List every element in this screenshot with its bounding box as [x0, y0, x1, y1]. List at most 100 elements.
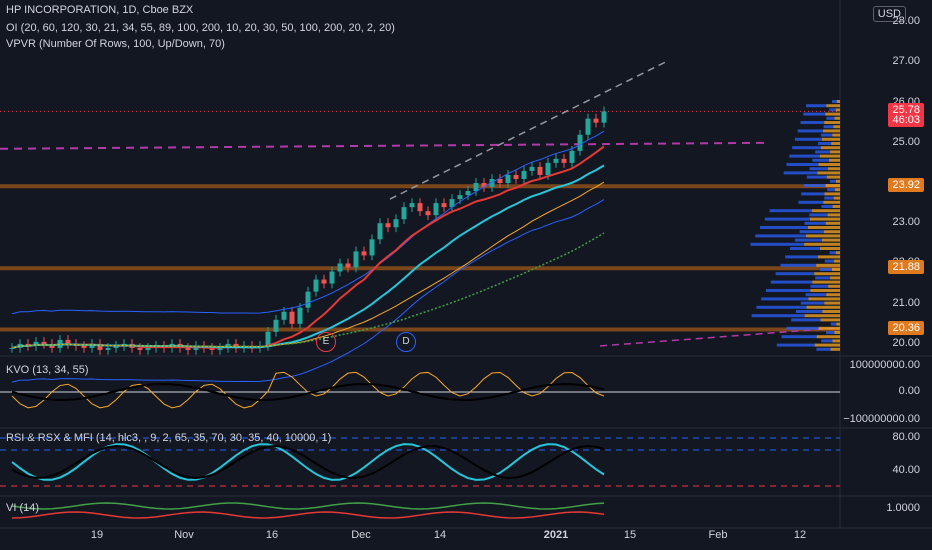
vi-plus-line: [11, 502, 605, 510]
vpvr-bar-down: [823, 230, 840, 234]
price-tag: 20.36: [888, 321, 924, 336]
vpvr-bar-down: [808, 226, 840, 229]
price-tick: 20.00: [892, 336, 920, 349]
kvo-line: [11, 371, 605, 409]
candle-body: [457, 195, 463, 200]
vpvr-bar-down: [820, 247, 840, 250]
vpvr-bar-down: [825, 184, 840, 187]
time-tick: 19: [90, 529, 104, 541]
kvo-tick: 0.00: [898, 385, 920, 397]
vpvr-bar-up: [766, 289, 811, 292]
currency-button[interactable]: USD: [872, 6, 906, 22]
vpvr-bar-down: [830, 150, 840, 154]
vpvr-bar-down: [814, 343, 840, 347]
vpvr-bar-down: [832, 205, 840, 208]
vpvr-bar-up: [796, 310, 823, 313]
kvo-pane-label[interactable]: KVO (13, 34, 55): [6, 364, 89, 376]
vpvr-bar-down: [818, 326, 840, 330]
time-tick: 16: [265, 529, 279, 541]
price-tick: 25.00: [892, 135, 920, 148]
time-tick: 14: [433, 529, 447, 541]
candle-body: [569, 150, 575, 163]
vpvr-bar-down: [836, 100, 840, 103]
vpvr-bar-up: [821, 339, 833, 343]
vpvr-bar-up: [824, 196, 834, 200]
vpvr-bar-down: [821, 238, 840, 242]
vpvr-bar-up: [812, 158, 829, 162]
bollinger-lower: [11, 199, 605, 383]
candle-body: [33, 341, 39, 346]
vpvr-bar-up: [770, 280, 813, 284]
vpvr-bar-down: [835, 251, 840, 255]
earnings-event-icon[interactable]: E: [316, 332, 336, 352]
vpvr-bar-up: [755, 234, 807, 238]
vpvr-bar-down: [822, 310, 840, 313]
vpvr-bar-down: [820, 146, 840, 150]
vpvr-bar-up: [829, 251, 836, 255]
vpvr-bar-up: [780, 263, 817, 267]
time-tick: Dec: [351, 529, 371, 541]
vpvr-bar-down: [830, 276, 840, 280]
vpvr-bar-up: [786, 326, 819, 330]
time-tick: 12: [793, 529, 807, 541]
candle-body: [361, 251, 367, 256]
vpvr-bar-down: [824, 121, 840, 124]
vpvr-bar-down: [824, 192, 840, 196]
candle-body: [337, 263, 343, 272]
candle-body: [385, 223, 391, 228]
candle-body: [601, 111, 607, 123]
kvo-signal: [11, 382, 605, 401]
vpvr-bar-down: [808, 297, 840, 301]
vpvr-bar-down: [826, 175, 840, 179]
vpvr-bar-down: [820, 318, 840, 322]
candle-body: [513, 174, 519, 179]
vpvr-bar-up: [750, 242, 805, 246]
vpvr-bar-up: [809, 213, 828, 217]
vpvr-bar-down: [835, 179, 840, 183]
vi-pane-label[interactable]: VI (14): [6, 502, 40, 514]
vpvr-bar-up: [792, 146, 821, 150]
vpvr-bar-down: [833, 259, 840, 263]
price-tick: 28.00: [892, 15, 920, 28]
candle-body: [273, 319, 279, 332]
vpvr-bar-down: [825, 112, 840, 116]
dividend-event-icon[interactable]: D: [396, 332, 416, 352]
candle-body: [489, 178, 495, 188]
candle-body: [449, 199, 455, 208]
vpvr-bar-up: [797, 129, 824, 133]
candle-body: [537, 166, 543, 175]
candle-body: [505, 174, 511, 183]
vpvr-bar-up: [806, 104, 827, 108]
vpvr-bar-up: [794, 238, 822, 242]
vpvr-bar-up: [800, 301, 825, 305]
vpvr-bar-down: [811, 209, 840, 213]
vpvr-bar-down: [834, 331, 840, 334]
price-tag: 21.88: [888, 260, 924, 275]
candle-body: [289, 311, 295, 324]
vpvr-bar-down: [836, 322, 840, 326]
rsi-tick: 40.00: [892, 464, 920, 476]
vpvr-bar-down: [832, 339, 840, 343]
vpvr-bar-up: [801, 192, 825, 196]
time-tick: Nov: [174, 529, 194, 541]
vpvr-bar-down: [823, 200, 840, 204]
candle-body: [313, 279, 319, 292]
vpvr-bar-down: [814, 272, 840, 276]
candle-body: [369, 239, 375, 256]
candle-body: [377, 223, 383, 240]
candle-body: [441, 203, 447, 208]
vpvr-bar-down: [826, 293, 840, 297]
indicator-oi-legend[interactable]: OI (20, 60, 120, 30, 21, 34, 55, 89, 100…: [6, 22, 395, 34]
vpvr-bar-down: [831, 142, 840, 145]
candle-body: [433, 203, 439, 216]
rsi-pane-label[interactable]: RSI & RSX & MFI (14, hlc3, , 9, 2, 65, 3…: [6, 432, 332, 444]
indicator-vpvr-legend[interactable]: VPVR (Number Of Rows, 100, Up/Down, 70): [6, 38, 225, 50]
candle-body: [585, 118, 591, 135]
vpvr-bar-up: [826, 331, 835, 334]
vpvr-bar-up: [824, 259, 834, 263]
vpvr-bar-up: [760, 226, 808, 229]
symbol-title: HP INCORPORATION, 1D, Cboe BZX: [6, 4, 194, 16]
dashed-channel-line: [0, 141, 771, 150]
vpvr-bar-up: [823, 125, 834, 129]
